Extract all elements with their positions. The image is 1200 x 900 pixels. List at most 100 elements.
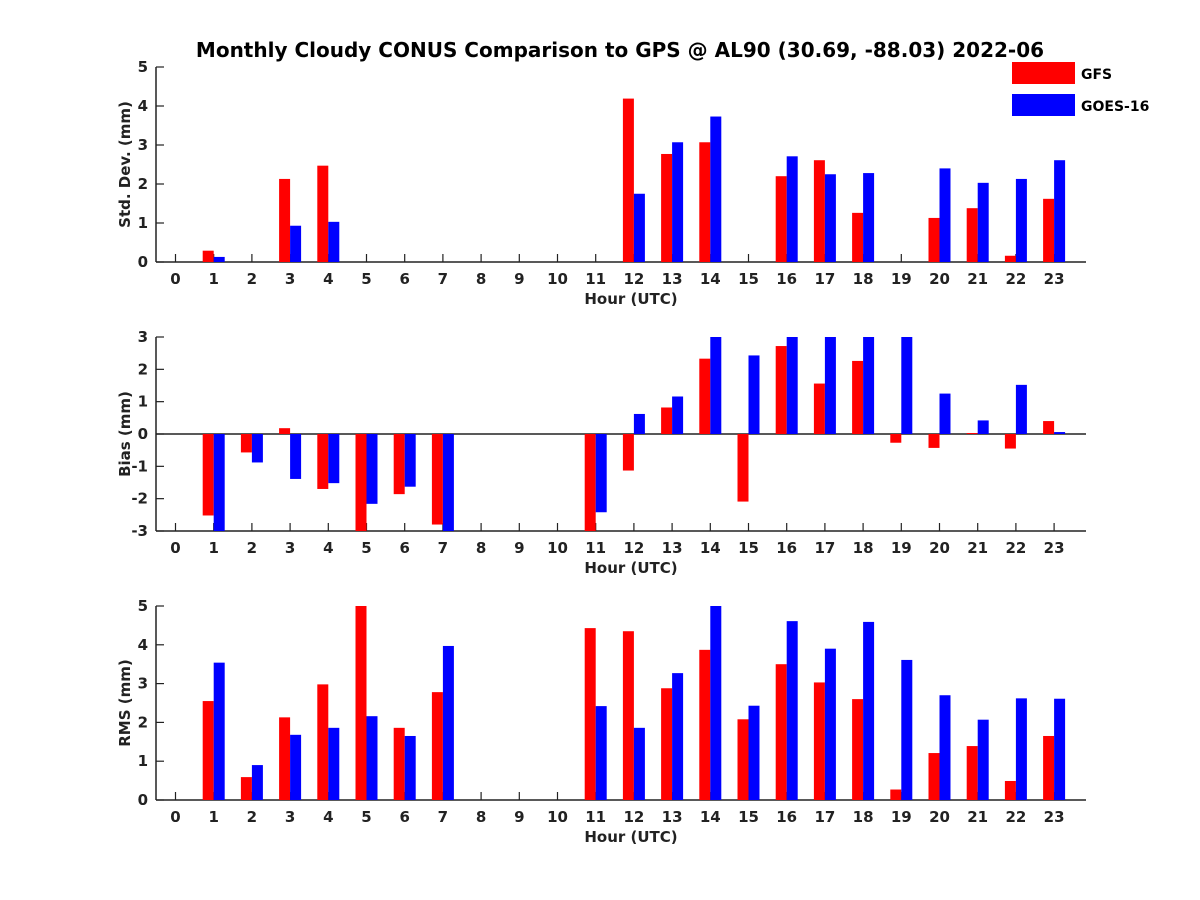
rms-bar-goes16-hour-6 bbox=[404, 735, 416, 800]
rms-y-tick-label: 0 bbox=[138, 791, 148, 809]
bias-x-tick-label: 5 bbox=[361, 539, 371, 557]
rms-x-tick-label: 0 bbox=[170, 808, 180, 826]
std-dev-x-tick-label: 15 bbox=[738, 270, 759, 288]
rms-bar-gfs-hour-11 bbox=[584, 628, 596, 800]
bias-bar-gfs-hour-17 bbox=[813, 383, 825, 434]
rms-y-tick-label: 1 bbox=[138, 752, 148, 770]
std-dev-y-tick-label: 5 bbox=[138, 58, 148, 76]
bias-bar-goes16-hour-7 bbox=[442, 434, 454, 531]
rms-bar-goes16-hour-1 bbox=[213, 662, 225, 800]
bias-bar-goes16-hour-19 bbox=[901, 337, 913, 434]
std-dev-x-tick-label: 7 bbox=[438, 270, 448, 288]
rms-x-tick-label: 7 bbox=[438, 808, 448, 826]
bias-bar-goes16-hour-12 bbox=[633, 413, 645, 434]
std-dev-bar-gfs-hour-3 bbox=[279, 178, 291, 262]
rms-bar-gfs-hour-16 bbox=[775, 664, 787, 800]
legend-label-gfs: GFS bbox=[1081, 67, 1112, 83]
bias-bar-goes16-hour-23 bbox=[1054, 432, 1066, 434]
bias-y-tick-label: 1 bbox=[138, 393, 148, 411]
rms-x-tick-label: 2 bbox=[247, 808, 257, 826]
rms-bar-gfs-hour-17 bbox=[813, 682, 825, 800]
bias-bar-goes16-hour-15 bbox=[748, 355, 760, 434]
bias-bar-gfs-hour-14 bbox=[699, 358, 711, 434]
std-dev-x-tick-label: 6 bbox=[399, 270, 409, 288]
bias-y-tick-label: -2 bbox=[131, 490, 148, 508]
std-dev-bar-gfs-hour-14 bbox=[699, 142, 711, 262]
bias-bar-goes16-hour-22 bbox=[1015, 384, 1027, 434]
rms-x-axis-label: Hour (UTC) bbox=[584, 828, 677, 846]
bias-x-tick-label: 16 bbox=[776, 539, 797, 557]
rms-x-tick-label: 12 bbox=[623, 808, 644, 826]
std-dev-bar-goes16-hour-14 bbox=[710, 116, 722, 262]
rms-y-tick-label: 5 bbox=[138, 597, 148, 615]
bias-x-tick-label: 19 bbox=[891, 539, 912, 557]
std-dev-y-tick-label: 2 bbox=[138, 175, 148, 193]
bias-bar-gfs-hour-5 bbox=[355, 434, 367, 531]
bias-bar-gfs-hour-7 bbox=[431, 434, 443, 525]
rms-bar-gfs-hour-19 bbox=[890, 789, 902, 800]
rms-bar-gfs-hour-12 bbox=[622, 631, 634, 800]
rms-x-tick-label: 13 bbox=[662, 808, 683, 826]
rms-bar-gfs-hour-7 bbox=[431, 692, 443, 800]
rms-bar-gfs-hour-20 bbox=[928, 753, 940, 800]
rms-bar-goes16-hour-16 bbox=[786, 621, 798, 800]
std-dev-x-tick-label: 3 bbox=[285, 270, 295, 288]
rms-bar-goes16-hour-4 bbox=[328, 727, 340, 800]
bias-bar-goes16-hour-1 bbox=[213, 434, 225, 531]
bias-x-tick-label: 11 bbox=[585, 539, 606, 557]
std-dev-bar-goes16-hour-23 bbox=[1054, 160, 1066, 262]
bias-x-tick-label: 23 bbox=[1044, 539, 1065, 557]
bias-y-tick-label: 2 bbox=[138, 360, 148, 378]
std-dev-x-tick-label: 21 bbox=[967, 270, 988, 288]
bias-x-tick-label: 21 bbox=[967, 539, 988, 557]
bias-bar-gfs-hour-13 bbox=[661, 407, 673, 434]
rms-bar-goes16-hour-18 bbox=[863, 621, 875, 800]
std-dev-bar-gfs-hour-12 bbox=[622, 98, 634, 262]
bias-x-tick-label: 20 bbox=[929, 539, 950, 557]
bias-y-tick-label: -1 bbox=[131, 457, 148, 475]
std-dev-x-tick-label: 10 bbox=[547, 270, 568, 288]
std-dev-bar-gfs-hour-22 bbox=[1004, 255, 1016, 262]
rms-y-tick-label: 4 bbox=[138, 636, 148, 654]
rms-x-tick-label: 18 bbox=[853, 808, 874, 826]
bias-bar-goes16-hour-18 bbox=[863, 337, 875, 434]
bias-bar-gfs-hour-19 bbox=[890, 434, 902, 443]
rms-bar-gfs-hour-3 bbox=[279, 717, 291, 800]
rms-bar-goes16-hour-5 bbox=[366, 716, 378, 800]
legend-swatch-goes16 bbox=[1012, 94, 1075, 116]
rms-x-tick-label: 1 bbox=[208, 808, 218, 826]
rms-bar-goes16-hour-22 bbox=[1015, 698, 1027, 800]
rms-x-tick-label: 4 bbox=[323, 808, 333, 826]
rms-x-tick-label: 3 bbox=[285, 808, 295, 826]
bias-bar-gfs-hour-18 bbox=[852, 360, 864, 434]
rms-bar-gfs-hour-18 bbox=[852, 699, 864, 800]
bias-y-tick-label: 3 bbox=[138, 328, 148, 346]
std-dev-x-tick-label: 9 bbox=[514, 270, 524, 288]
bias-x-tick-label: 17 bbox=[814, 539, 835, 557]
std-dev-x-tick-label: 16 bbox=[776, 270, 797, 288]
std-dev-x-tick-label: 11 bbox=[585, 270, 606, 288]
rms-x-tick-label: 8 bbox=[476, 808, 486, 826]
std-dev-bar-goes16-hour-4 bbox=[328, 221, 340, 262]
rms-bar-gfs-hour-6 bbox=[393, 727, 405, 800]
std-dev-bar-goes16-hour-1 bbox=[213, 256, 225, 262]
bias-y-tick-label: 0 bbox=[138, 425, 148, 443]
rms-x-tick-label: 15 bbox=[738, 808, 759, 826]
std-dev-x-tick-label: 22 bbox=[1005, 270, 1026, 288]
rms-x-tick-label: 23 bbox=[1044, 808, 1065, 826]
bias-bar-gfs-hour-1 bbox=[202, 434, 214, 516]
std-dev-bar-gfs-hour-17 bbox=[813, 160, 825, 262]
rms-y-axis-label: RMS (mm) bbox=[116, 659, 134, 746]
bias-bar-gfs-hour-6 bbox=[393, 434, 405, 495]
bias-bar-goes16-hour-16 bbox=[786, 337, 798, 434]
bias-bar-gfs-hour-23 bbox=[1043, 421, 1055, 434]
rms-bar-gfs-hour-1 bbox=[202, 701, 214, 800]
rms-y-tick-label: 2 bbox=[138, 713, 148, 731]
rms-bar-goes16-hour-11 bbox=[595, 706, 607, 800]
rms-bar-goes16-hour-14 bbox=[710, 606, 722, 800]
rms-x-tick-label: 20 bbox=[929, 808, 950, 826]
std-dev-bar-goes16-hour-22 bbox=[1015, 178, 1027, 262]
